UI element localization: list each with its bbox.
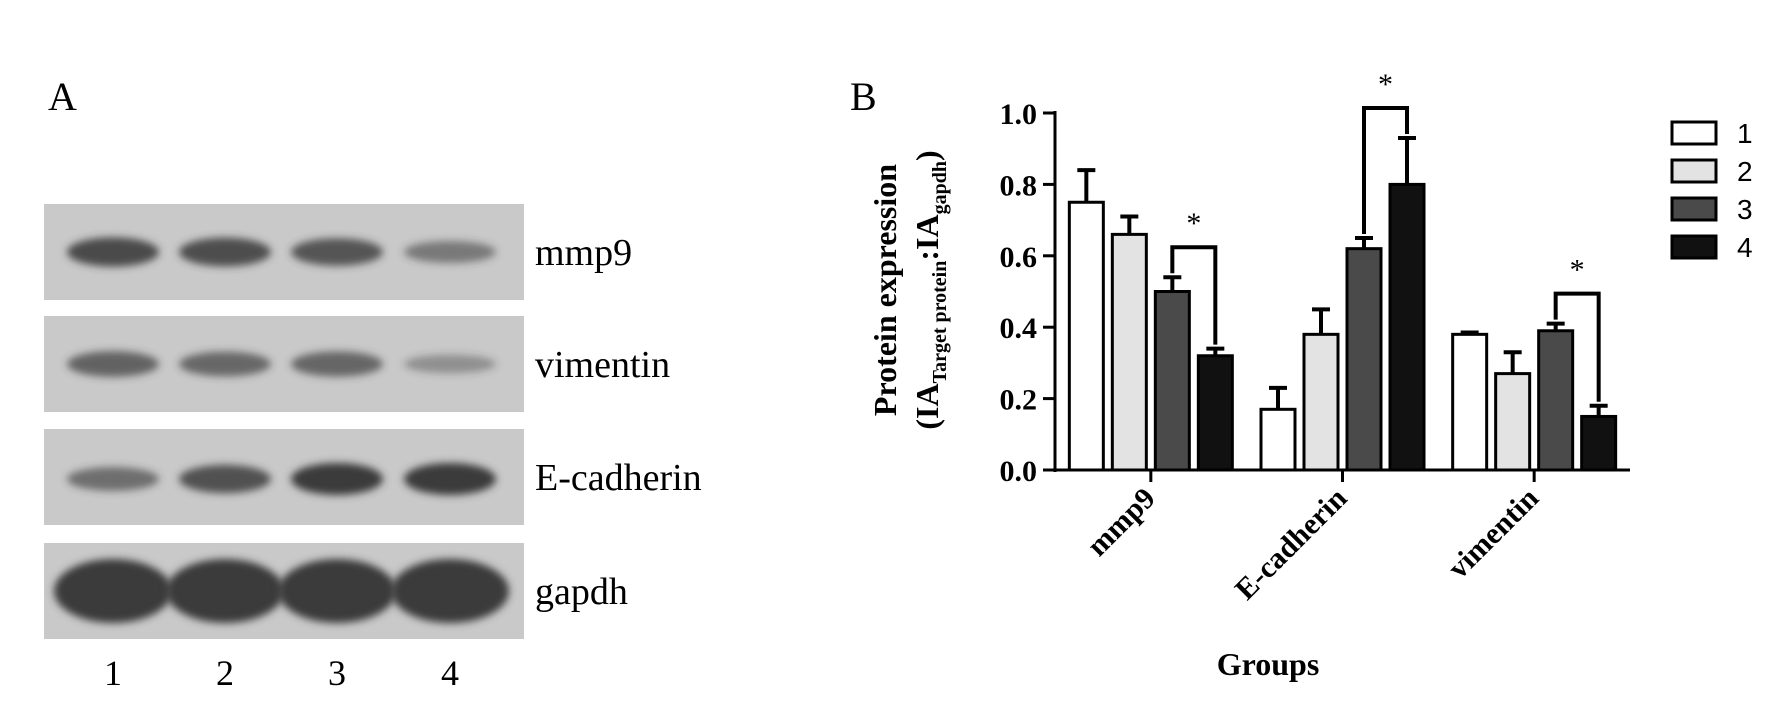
lane-label-4: 4 xyxy=(441,653,459,693)
bar-vimentin-group-2 xyxy=(1494,372,1532,472)
blot-label-gapdh: gapdh xyxy=(535,571,628,613)
legend-swatch-2 xyxy=(1670,158,1718,184)
band-mmp9-lane-4 xyxy=(404,240,496,264)
significance-bracket-vimentin xyxy=(1553,291,1601,402)
band-mmp9-lane-3 xyxy=(291,238,383,266)
significance-star-vimentin: * xyxy=(1570,254,1585,287)
lane-label-1: 1 xyxy=(104,653,122,693)
y-tick-label: 0.2 xyxy=(1000,384,1038,417)
band-vimentin-lane-3 xyxy=(291,351,383,377)
bar-mmp9-group-1 xyxy=(1067,200,1105,472)
panel-a-letter: A xyxy=(48,74,77,119)
blot-label-E-cadherin: E-cadherin xyxy=(535,457,702,499)
blot-label-mmp9: mmp9 xyxy=(535,232,632,274)
significance-bracket-mmp9 xyxy=(1170,245,1218,345)
legend-swatch-1 xyxy=(1670,120,1718,146)
x-tick-label-vimentin: vimentin xyxy=(1442,481,1546,585)
bar-mmp9-group-4 xyxy=(1196,354,1234,472)
blot-label-vimentin: vimentin xyxy=(535,344,670,386)
bar-vimentin-group-3 xyxy=(1537,329,1575,472)
y-tick-label: 0.0 xyxy=(1000,455,1038,488)
significance-star-mmp9: * xyxy=(1186,207,1201,240)
bar-E-cadherin-group-4 xyxy=(1388,182,1426,472)
x-tick-label-E-cadherin: E-cadherin xyxy=(1229,481,1354,606)
band-mmp9-lane-1 xyxy=(67,237,159,267)
western-blot: mmp9 vimentin E-cadherin gapdh 1 2 3 4 xyxy=(44,204,702,693)
bar-E-cadherin-group-3 xyxy=(1345,247,1383,472)
legend-label-3: 3 xyxy=(1737,194,1753,225)
significance-star-E-cadherin: * xyxy=(1378,68,1393,101)
significance-bracket-E-cadherin xyxy=(1362,105,1409,234)
legend-label-1: 1 xyxy=(1737,118,1753,149)
y-tick-label: 0.6 xyxy=(1000,241,1038,274)
y-tick-label: 0.8 xyxy=(1000,169,1038,202)
band-gapdh-lane-2 xyxy=(166,559,284,623)
y-axis-label-line2: (IATarget protein:IAgapdh) xyxy=(909,150,951,429)
band-E-cadherin-lane-1 xyxy=(67,467,159,491)
bar-mmp9-group-3 xyxy=(1153,290,1191,472)
lane-label-2: 2 xyxy=(216,653,234,693)
panel-b-letter: B xyxy=(850,74,877,119)
lane-label-3: 3 xyxy=(328,653,346,693)
y-axis-label-line1: Protein expression xyxy=(867,164,903,416)
bar-vimentin-group-1 xyxy=(1451,332,1489,472)
band-vimentin-lane-4 xyxy=(404,354,496,374)
band-vimentin-lane-2 xyxy=(179,351,271,377)
band-E-cadherin-lane-4 xyxy=(404,463,496,495)
bar-E-cadherin-group-1 xyxy=(1259,407,1297,472)
y-axis-label: Protein expression (IATarget protein:IAga… xyxy=(867,150,951,429)
band-gapdh-lane-3 xyxy=(278,559,396,623)
x-axis-title: Groups xyxy=(1217,646,1320,682)
band-mmp9-lane-2 xyxy=(179,237,271,267)
y-tick-label: 0.4 xyxy=(1000,312,1038,345)
legend-label-4: 4 xyxy=(1737,232,1753,263)
band-E-cadherin-lane-3 xyxy=(291,463,383,495)
bar-E-cadherin-group-2 xyxy=(1302,332,1340,472)
legend-swatch-4 xyxy=(1670,234,1718,260)
band-vimentin-lane-1 xyxy=(67,351,159,377)
band-gapdh-lane-1 xyxy=(54,559,172,623)
band-gapdh-lane-4 xyxy=(391,559,509,623)
bar-vimentin-group-4 xyxy=(1580,414,1618,472)
bar-chart: 0.0 0.2 0.4 0.6 0.8 1.0 Protein expression (IAT… xyxy=(867,68,1753,682)
x-tick-label-mmp9: mmp9 xyxy=(1081,482,1162,563)
y-tick-label: 1.0 xyxy=(1000,98,1038,131)
bar-mmp9-group-2 xyxy=(1110,232,1148,472)
legend-label-2: 2 xyxy=(1737,156,1753,187)
legend-swatch-3 xyxy=(1670,196,1718,222)
band-E-cadherin-lane-2 xyxy=(179,464,271,494)
